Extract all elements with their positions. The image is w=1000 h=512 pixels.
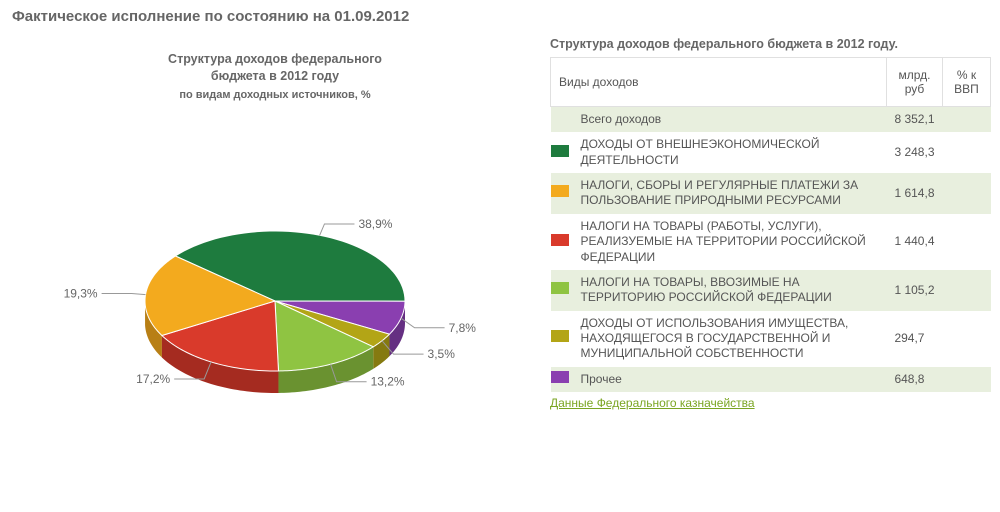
row-gdp	[943, 214, 991, 270]
row-value: 8 352,1	[886, 107, 942, 133]
row-label: ДОХОДЫ ОТ ВНЕШНЕЭКОНОМИЧЕСКОЙ ДЕЯТЕЛЬНОС…	[573, 132, 887, 173]
row-label: Прочее	[573, 367, 887, 392]
pie-slice-label: 13,2%	[371, 374, 405, 388]
row-gdp	[943, 132, 991, 173]
col-gdp: % к ВВП	[943, 58, 991, 107]
row-label: Всего доходов	[573, 107, 887, 133]
row-value: 1 614,8	[886, 173, 942, 214]
income-table: Виды доходов млрд. руб % к ВВП Всего дох…	[550, 57, 991, 392]
swatch-cell	[551, 173, 573, 214]
color-swatch	[551, 282, 569, 294]
color-swatch	[551, 145, 569, 157]
swatch-cell	[551, 367, 573, 392]
pie-slice-label: 38,9%	[358, 217, 392, 231]
swatch-cell	[551, 214, 573, 270]
row-value: 648,8	[886, 367, 942, 392]
color-swatch	[551, 185, 569, 197]
color-swatch	[551, 330, 569, 342]
row-gdp	[943, 173, 991, 214]
pie-chart: 38,9% 7,8% 3,5% 13,2% 17,2% 19,3%	[4, 171, 546, 451]
table-row: ДОХОДЫ ОТ ИСПОЛЬЗОВАНИЯ ИМУЩЕСТВА, НАХОД…	[551, 311, 991, 367]
content-row: Структура доходов федерального бюджета в…	[0, 29, 1000, 451]
pie-leader-line	[320, 224, 355, 235]
chart-title-line2: бюджета в 2012 году	[211, 69, 339, 83]
table-row: НАЛОГИ НА ТОВАРЫ, ВВОЗИМЫЕ НА ТЕРРИТОРИЮ…	[551, 270, 991, 311]
row-value: 294,7	[886, 311, 942, 367]
table-row: Прочее648,8	[551, 367, 991, 392]
color-swatch	[551, 234, 569, 246]
table-title: Структура доходов федерального бюджета в…	[550, 37, 991, 51]
color-swatch	[551, 371, 569, 383]
row-label: ДОХОДЫ ОТ ИСПОЛЬЗОВАНИЯ ИМУЩЕСТВА, НАХОД…	[573, 311, 887, 367]
row-gdp	[943, 367, 991, 392]
row-label: НАЛОГИ, СБОРЫ И РЕГУЛЯРНЫЕ ПЛАТЕЖИ ЗА ПО…	[573, 173, 887, 214]
col-type: Виды доходов	[551, 58, 887, 107]
pie-leader-line	[102, 293, 146, 294]
row-value: 3 248,3	[886, 132, 942, 173]
table-row: ДОХОДЫ ОТ ВНЕШНЕЭКОНОМИЧЕСКОЙ ДЕЯТЕЛЬНОС…	[551, 132, 991, 173]
row-label: НАЛОГИ НА ТОВАРЫ, ВВОЗИМЫЕ НА ТЕРРИТОРИЮ…	[573, 270, 887, 311]
pie-slice-label: 17,2%	[136, 372, 170, 386]
swatch-cell	[551, 132, 573, 173]
table-head-row: Виды доходов млрд. руб % к ВВП	[551, 58, 991, 107]
col-value: млрд. руб	[886, 58, 942, 107]
row-gdp	[943, 270, 991, 311]
row-gdp	[943, 311, 991, 367]
pie-slice-label: 7,8%	[449, 321, 477, 335]
pie-slice-label: 19,3%	[64, 286, 98, 300]
swatch-cell	[551, 107, 573, 133]
source-link[interactable]: Данные Федерального казначейства	[550, 396, 755, 410]
swatch-cell	[551, 311, 573, 367]
chart-title-line1: Структура доходов федерального	[168, 52, 382, 66]
chart-subtitle: по видам доходных источников, %	[4, 89, 546, 101]
row-value: 1 105,2	[886, 270, 942, 311]
pie-slice-label: 3,5%	[428, 347, 456, 361]
pie-leader-line	[401, 318, 445, 328]
row-value: 1 440,4	[886, 214, 942, 270]
table-panel: Структура доходов федерального бюджета в…	[550, 29, 995, 451]
table-row: Всего доходов8 352,1	[551, 107, 991, 133]
chart-title: Структура доходов федерального бюджета в…	[4, 51, 546, 85]
page-title: Фактическое исполнение по состоянию на 0…	[0, 0, 1000, 29]
chart-panel: Структура доходов федерального бюджета в…	[0, 29, 550, 451]
table-row: НАЛОГИ, СБОРЫ И РЕГУЛЯРНЫЕ ПЛАТЕЖИ ЗА ПО…	[551, 173, 991, 214]
row-label: НАЛОГИ НА ТОВАРЫ (РАБОТЫ, УСЛУГИ), РЕАЛИ…	[573, 214, 887, 270]
swatch-cell	[551, 270, 573, 311]
table-row: НАЛОГИ НА ТОВАРЫ (РАБОТЫ, УСЛУГИ), РЕАЛИ…	[551, 214, 991, 270]
row-gdp	[943, 107, 991, 133]
